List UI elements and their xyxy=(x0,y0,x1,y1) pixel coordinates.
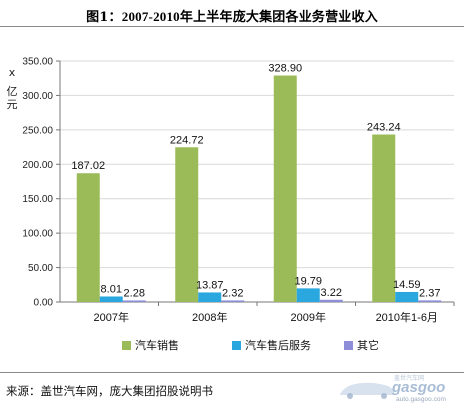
chart-title: 图1：2007-2010年上半年庞大集团各业务营业收入 xyxy=(0,6,464,25)
x-tick-label: 2010年1-6月 xyxy=(376,310,438,324)
bar-car-sales xyxy=(175,147,199,302)
logo-car-silhouette xyxy=(340,382,394,395)
bar-other xyxy=(122,300,146,302)
logo-wheel-rear xyxy=(381,393,387,399)
legend-label: 其它 xyxy=(357,338,379,352)
bar-other xyxy=(319,299,343,302)
data-label: 2.37 xyxy=(419,287,440,299)
bar-car-sales xyxy=(76,173,100,302)
data-label: 224.72 xyxy=(170,134,204,146)
data-label: 14.59 xyxy=(393,279,421,291)
x-tick-label: 2008年 xyxy=(192,310,227,324)
y-axis-x-mark: x xyxy=(8,66,16,79)
y-tick-label: 200.00 xyxy=(22,160,53,171)
bar-other xyxy=(418,300,442,302)
gasgoo-logo: gasgoo 盖世汽车网 auto.gasgoo.com xyxy=(340,374,446,403)
bar-after-sales xyxy=(99,296,123,302)
y-tick-label: 150.00 xyxy=(22,194,53,205)
logo-cn-text: 盖世汽车网 xyxy=(394,374,424,382)
data-label: 2.28 xyxy=(124,287,145,299)
x-tick-label: 2009年 xyxy=(291,310,326,324)
y-tick-label: 0.00 xyxy=(34,298,54,309)
y-tick-label: 100.00 xyxy=(22,229,53,240)
data-label: 8.01 xyxy=(101,283,122,295)
legend-swatch xyxy=(232,341,241,350)
title-years: 2007-2010 xyxy=(121,9,180,24)
data-label: 19.79 xyxy=(294,275,322,287)
bar-after-sales xyxy=(296,288,320,302)
title-separator xyxy=(0,26,464,27)
title-rest: 年上半年庞大集团各业务营业收入 xyxy=(179,10,378,25)
legend-label: 汽车售后服务 xyxy=(245,338,311,352)
x-tick-label: 2007年 xyxy=(94,310,129,324)
logo-wheel-front xyxy=(347,393,353,399)
logo-sub-text: auto.gasgoo.com xyxy=(396,396,446,403)
y-axis-unit-char-2: 元 xyxy=(6,98,18,111)
bar-other xyxy=(221,300,245,302)
data-label: 13.87 xyxy=(196,279,224,291)
y-axis-unit-char-1: 亿 xyxy=(6,85,18,98)
source-separator xyxy=(0,372,464,373)
legend-swatch xyxy=(122,341,131,350)
data-label: 187.02 xyxy=(71,160,105,172)
y-tick-label: 300.00 xyxy=(22,91,53,102)
y-tick-label: 250.00 xyxy=(22,125,53,136)
legend-label: 汽车销售 xyxy=(135,338,179,352)
data-label: 243.24 xyxy=(367,122,401,134)
data-label: 2.32 xyxy=(222,287,243,299)
data-label: 3.22 xyxy=(321,287,342,299)
bar-car-sales xyxy=(273,75,297,302)
bar-car-sales xyxy=(372,134,396,302)
legend-swatch xyxy=(344,341,353,350)
bar-after-sales xyxy=(395,291,419,302)
title-prefix: 图1： xyxy=(86,10,122,25)
y-tick-label: 350.00 xyxy=(22,57,53,68)
bar-chart: 0.00 50.00 100.00 150.00 200.00 250.00 300.00 3… xyxy=(22,57,455,352)
data-label: 328.90 xyxy=(268,63,302,75)
logo-brand-text: gasgoo xyxy=(391,379,445,396)
y-tick-label: 50.00 xyxy=(28,263,53,274)
bar-after-sales xyxy=(198,292,222,302)
y-axis-unit: x 亿 元 xyxy=(5,66,19,111)
source-note: 来源：盖世汽车网，庞大集团招股说明书 xyxy=(6,384,213,398)
